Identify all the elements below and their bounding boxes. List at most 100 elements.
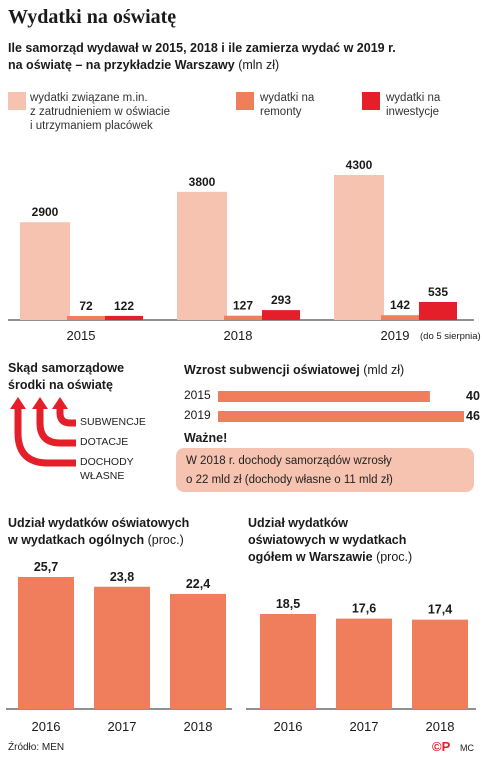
left-bar-2017 — [94, 586, 150, 709]
right-value-2016: 18,5 — [276, 597, 300, 611]
hbar-bar-2019 — [218, 411, 464, 422]
important-line2: o 22 mld zł (dochody własne o 11 mld zł) — [186, 474, 393, 486]
source-label-dotacje: DOTACJE — [80, 436, 129, 448]
bar-2018-series-1 — [224, 315, 262, 320]
hbar-bar-2015 — [218, 391, 430, 402]
share-left-title-line2: w wydatkach ogólnych (proc.) — [8, 532, 189, 549]
right-bar-2016 — [260, 614, 316, 709]
important-box: W 2018 r. dochody samorządów wzrosły o 2… — [176, 448, 474, 492]
right-value-2017: 17,6 — [352, 602, 376, 616]
sources-arrows — [14, 407, 76, 467]
share-left-unit: (proc.) — [147, 533, 184, 547]
legend-item-1-line1: wydatki związane m.in. — [30, 92, 148, 104]
bar-2019-series-2 — [419, 301, 457, 320]
subsidy-unit: (mld zł) — [363, 363, 405, 377]
arrow-head-3 — [10, 397, 26, 409]
data-label-2015-series-2: 122 — [114, 299, 134, 313]
data-label-2018-series-2: 293 — [271, 293, 291, 307]
bar-2015-series-0 — [20, 222, 70, 320]
left-bar-2018 — [170, 593, 226, 709]
right-bar-2017 — [336, 618, 392, 709]
left-value-2018: 22,4 — [186, 577, 210, 591]
arrow-heads — [10, 397, 68, 409]
right-tick-2018: 2018 — [426, 719, 455, 734]
bar-2015-series-2 — [105, 315, 143, 320]
source-label-subwencje: SUBWENCJE — [80, 416, 146, 428]
bar-2019-series-1 — [381, 315, 419, 320]
legend-item-2-line2: remonty — [260, 106, 302, 118]
important-line1: W 2018 r. dochody samorządów wzrosły — [186, 455, 392, 467]
left-bar-2016 — [18, 577, 74, 709]
subtitle-text: na oświatę – na przykładzie Warszawy — [8, 58, 235, 72]
sources-title-line1: Skąd samorządowe — [8, 361, 125, 375]
right-value-2018: 17,4 — [428, 603, 452, 617]
share-right-title-line3: ogółem w Warszawie (proc.) — [248, 549, 412, 566]
share-left-bar-chart: 25,7 2016 23,8 2017 22,4 2018 — [6, 560, 232, 734]
source-label-wlasne: WŁASNE — [80, 470, 125, 482]
legend-item-1-line3: i utrzymaniem placówek — [30, 120, 153, 132]
arrow-head-2 — [32, 397, 48, 409]
bar-2019-series-0 — [334, 175, 384, 320]
legend-swatch-mid — [236, 92, 254, 110]
left-tick-2016: 2016 — [32, 719, 61, 734]
publisher-logo: ©P — [432, 739, 451, 754]
subsidy-horizontal-bar-chart: 2015 40,4 2019 46,9 — [184, 388, 480, 423]
left-value-2016: 25,7 — [34, 560, 58, 574]
source-note: Źródło: MEN — [8, 742, 65, 753]
hbar-value-2019: 46,9 — [466, 409, 480, 423]
data-label-2019-series-0: 4300 — [346, 158, 373, 172]
left-tick-2018: 2018 — [184, 719, 213, 734]
legend-swatch-light — [8, 92, 26, 110]
source-label-dochody: DOCHODY — [80, 456, 134, 468]
bar-2015-series-1 — [67, 316, 105, 320]
author-initials: MC — [460, 743, 474, 753]
bar-2018-series-2 — [262, 310, 300, 320]
data-label-2015-series-1: 72 — [79, 299, 93, 313]
x-tick-label-2018: 2018 — [224, 328, 253, 343]
page-title: Wydatki na oświatę — [8, 6, 177, 28]
arrow-subwencje — [56, 407, 76, 427]
hbar-value-2015: 40,4 — [466, 389, 480, 403]
share-right-unit: (proc.) — [376, 550, 413, 564]
legend-item-1: wydatki związane m.in. z zatrudnieniem w… — [30, 91, 170, 133]
arrow-dochody — [14, 407, 76, 467]
arrow-dotacje — [36, 407, 76, 447]
bar-2018-series-0 — [177, 191, 227, 320]
subtitle-unit: (mln zł) — [238, 58, 280, 72]
legend-item-3-line1: wydatki na — [386, 92, 441, 104]
share-right-title-line2: oświatowych w wydatkach — [248, 533, 407, 547]
share-left-title-line2-text: w wydatkach ogólnych — [8, 533, 145, 547]
legend-item-2-line1: wydatki na — [260, 92, 315, 104]
chart-subtitle-line1: Ile samorząd wydawał w 2015, 2018 i ile … — [8, 41, 396, 55]
share-right-title-line1: Udział wydatków — [248, 516, 349, 530]
subsidy-title-text: Wzrost subwencji oświatowej — [184, 363, 360, 377]
left-tick-2017: 2017 — [108, 719, 137, 734]
right-tick-2016: 2016 — [274, 719, 303, 734]
x-tick-note: (do 5 sierpnia) — [420, 331, 481, 342]
share-left-title-line1: Udział wydatków oświatowych — [8, 516, 190, 530]
x-tick-label-2015: 2015 — [67, 328, 96, 343]
legend-item-3: wydatki na inwestycje — [386, 91, 440, 119]
share-left-title: Udział wydatków oświatowych w wydatkach … — [8, 515, 189, 549]
right-bar-2018 — [412, 619, 468, 709]
sources-arrows-diagram — [10, 397, 76, 467]
data-label-2015-series-0: 2900 — [32, 205, 59, 219]
legend-item-2: wydatki na remonty — [260, 91, 314, 119]
share-right-bar-chart: 18,5 2016 17,6 2017 17,4 2018 — [246, 597, 476, 734]
left-value-2017: 23,8 — [110, 570, 134, 584]
x-tick-label-2019: 2019 — [381, 328, 410, 343]
right-tick-2017: 2017 — [350, 719, 379, 734]
legend-item-1-line2: z zatrudnieniem w oświacie — [30, 106, 170, 118]
important-title: Ważne! — [184, 431, 228, 445]
data-label-2019-series-1: 142 — [390, 298, 410, 312]
hbar-label-2019: 2019 — [184, 408, 211, 422]
legend-item-3-line2: inwestycje — [386, 106, 440, 118]
data-label-2018-series-1: 127 — [233, 299, 253, 313]
main-grouped-bar-chart: 2900 72 122 2015 3800 127 293 2018 4300 142 535 201… — [8, 158, 481, 343]
legend-swatch-red — [362, 92, 380, 110]
share-right-title-line3-text: ogółem w Warszawie — [248, 550, 373, 564]
chart-subtitle-line2: na oświatę – na przykładzie Warszawy (ml… — [8, 57, 279, 74]
hbar-label-2015: 2015 — [184, 388, 211, 402]
sources-title: Skąd samorządowe środki na oświatę — [8, 360, 124, 394]
data-label-2018-series-0: 3800 — [189, 175, 216, 189]
